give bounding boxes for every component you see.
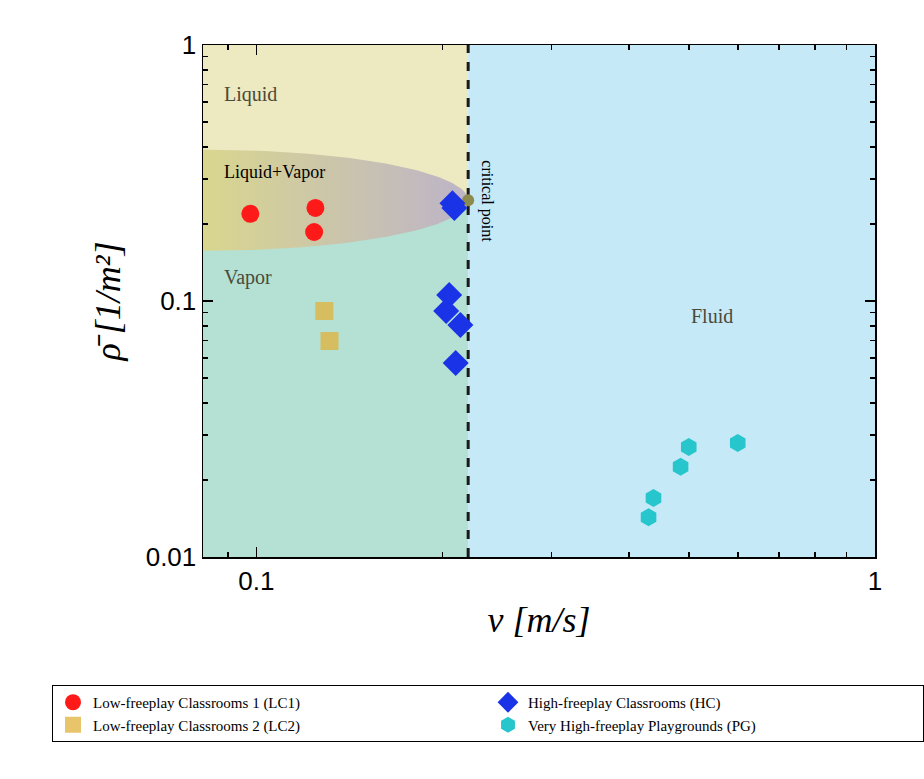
svg-text:Low-freeplay Classrooms 2 (LC2: Low-freeplay Classrooms 2 (LC2)	[93, 718, 300, 735]
svg-text:High-freeplay Classrooms (HC): High-freeplay Classrooms (HC)	[528, 695, 720, 712]
svg-text:0.01: 0.01	[146, 542, 197, 572]
svg-text:Vapor: Vapor	[224, 266, 272, 289]
svg-text:v [m/s]: v [m/s]	[487, 600, 590, 640]
svg-text:0.1: 0.1	[238, 566, 274, 596]
svg-text:1: 1	[182, 30, 196, 60]
svg-text:ρ̄ [1/m²]: ρ̄ [1/m²]	[88, 241, 128, 361]
svg-text:Fluid: Fluid	[691, 305, 733, 327]
svg-text:critical point: critical point	[478, 160, 496, 242]
svg-text:0.1: 0.1	[160, 286, 196, 316]
svg-text:Low-freeplay Classrooms 1 (LC1: Low-freeplay Classrooms 1 (LC1)	[93, 695, 300, 712]
svg-text:Very High-freeplay Playgrounds: Very High-freeplay Playgrounds (PG)	[528, 718, 756, 735]
svg-text:1: 1	[868, 566, 882, 596]
svg-text:Liquid+Vapor: Liquid+Vapor	[224, 162, 325, 182]
svg-text:Liquid: Liquid	[224, 83, 277, 106]
